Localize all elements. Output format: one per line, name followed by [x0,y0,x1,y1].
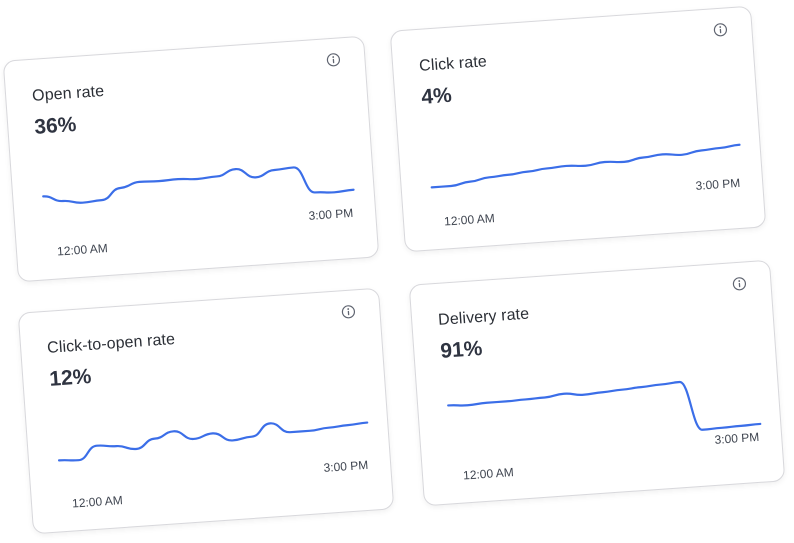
sparkline-series [430,143,741,189]
metric-value: 12% [48,364,93,391]
metric-title: Delivery rate [437,305,530,329]
time-axis-start: 12:00 AM [443,211,496,229]
metric-card-click-to-open-rate[interactable]: Click-to-open rate 12% 12:00 AM 3:00 PM [17,287,395,535]
sparkline-chart [447,380,762,431]
metric-card-open-rate[interactable]: Open rate 36% 12:00 AM 3:00 PM [2,35,380,283]
info-icon[interactable] [732,276,747,291]
metric-value: 36% [33,112,78,139]
metric-card-click-rate[interactable]: Click rate 4% 12:00 AM 3:00 PM [389,5,767,253]
sparkline-series [42,166,355,204]
time-axis-end: 3:00 PM [323,457,369,475]
metric-title: Click-to-open rate [46,331,176,357]
metric-card-delivery-rate[interactable]: Delivery rate 91% 12:00 AM 3:00 PM [408,259,786,507]
info-icon[interactable] [326,52,341,67]
time-axis-end: 3:00 PM [308,205,354,223]
metric-title: Open rate [31,82,105,105]
metric-title: Click rate [418,53,488,75]
sparkline-chart [57,421,369,462]
info-icon[interactable] [713,22,728,37]
sparkline-chart [430,143,741,189]
metric-value: 4% [420,83,453,109]
sparkline-series [447,380,762,431]
info-icon[interactable] [341,304,356,319]
time-axis-end: 3:00 PM [714,429,760,447]
time-axis-end: 3:00 PM [695,175,741,193]
sparkline-chart [42,166,355,204]
time-axis-start: 12:00 AM [462,465,515,483]
sparkline-series [57,421,369,462]
time-axis-start: 12:00 AM [71,493,124,511]
time-axis-start: 12:00 AM [56,241,109,259]
metric-value: 91% [439,336,484,363]
